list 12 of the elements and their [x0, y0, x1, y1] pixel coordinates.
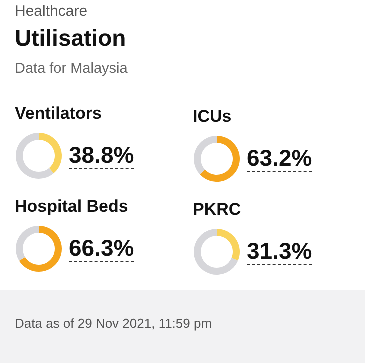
data-label: 63.2% [247, 145, 312, 172]
data-label: 66.3% [69, 235, 134, 262]
text: Data as of 29 Nov 2021, 11:59 pm [15, 316, 212, 331]
data-label: 31.3% [247, 238, 312, 265]
text: Utilisation [15, 25, 126, 52]
chart-title: Ventilators [15, 104, 102, 123]
text: Healthcare [15, 3, 88, 20]
chart-title: Hospital Beds [15, 197, 128, 216]
data-label: 38.8% [69, 142, 134, 169]
text: Data for Malaysia [15, 61, 128, 77]
chart-title: ICUs [193, 107, 232, 126]
chart-title: PKRC [193, 200, 242, 219]
